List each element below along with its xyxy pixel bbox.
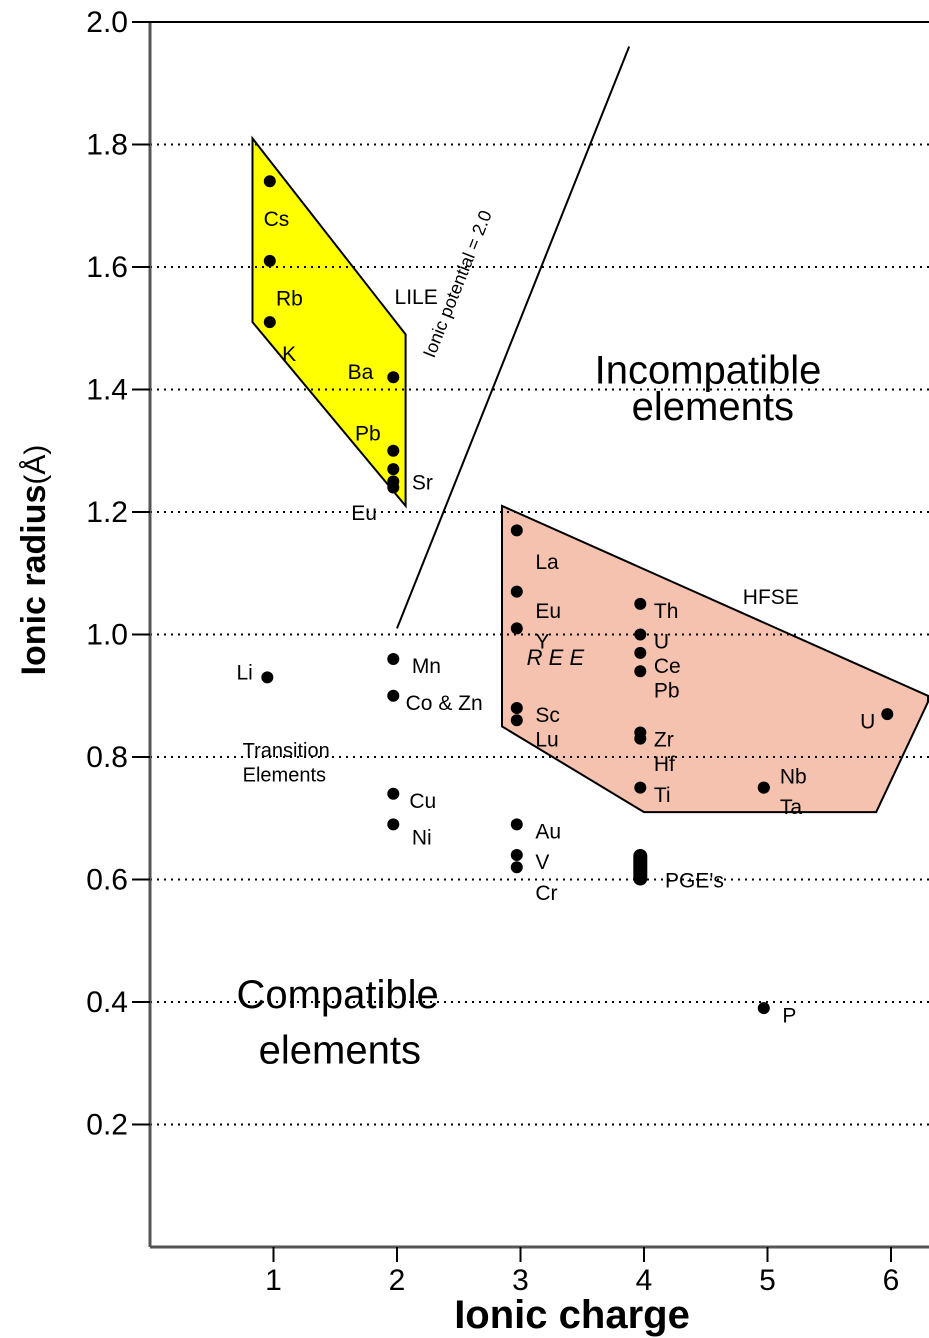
x-axis-title: Ionic charge (454, 1293, 690, 1337)
data-point (387, 788, 399, 800)
data-point (634, 647, 646, 659)
region-label-hfse: HFSE (743, 586, 799, 609)
point-label: Ta (780, 796, 803, 819)
data-point (264, 316, 276, 328)
point-label: Pb (355, 422, 381, 445)
data-point (511, 586, 523, 598)
y-tick-label: 1.2 (86, 496, 128, 529)
point-label: Cr (535, 882, 557, 905)
point-label: U (860, 710, 875, 733)
annotation-text: R E E (527, 645, 585, 670)
data-point (387, 690, 399, 702)
data-point (387, 818, 399, 830)
data-point (511, 818, 523, 830)
data-point (387, 445, 399, 457)
data-point (881, 708, 893, 720)
data-point (511, 702, 523, 714)
annotation-text: elements (259, 1028, 421, 1072)
data-point (387, 371, 399, 383)
point-label: Nb (780, 765, 807, 788)
data-point (264, 255, 276, 267)
point-label: Mn (412, 655, 441, 678)
point-label: Eu (351, 502, 377, 525)
point-label: Ba (348, 361, 374, 384)
annotation-text: Transition (243, 740, 330, 762)
x-tick-label: 1 (265, 1264, 282, 1297)
point-label: Rb (276, 288, 303, 311)
point-label: K (282, 343, 296, 366)
point-label: Co & Zn (406, 692, 483, 715)
y-tick-label: 0.8 (86, 741, 128, 774)
annotation-text: elements (632, 385, 794, 429)
point-label: Sc (535, 704, 560, 727)
x-tick-label: 5 (759, 1264, 776, 1297)
point-label: Cu (409, 790, 436, 813)
point-label: Li (236, 661, 252, 684)
annotation-text: Elements (243, 765, 326, 787)
point-label: Ce (654, 655, 681, 678)
data-point (511, 849, 523, 861)
y-tick-label: 1.4 (86, 374, 128, 407)
point-label: Lu (535, 729, 558, 752)
data-point (387, 653, 399, 665)
y-tick-label: 2.0 (86, 6, 128, 39)
x-tick-label: 6 (883, 1264, 900, 1297)
y-tick-label: 0.4 (86, 986, 128, 1019)
point-label: La (535, 551, 559, 574)
y-axis-title: Ionic radius(Å) (15, 445, 53, 676)
regions: LILE HFSE (253, 138, 929, 812)
data-point (634, 733, 646, 745)
data-point (758, 1002, 770, 1014)
point-label: Pb (654, 680, 680, 703)
data-point (511, 714, 523, 726)
data-point (634, 598, 646, 610)
data-point (634, 782, 646, 794)
y-tick-label: 0.6 (86, 864, 128, 897)
point-label: Cs (264, 208, 290, 231)
y-axis-title-main: Ionic radius (15, 485, 53, 676)
point-label: V (535, 851, 549, 874)
point-label: PGE's (665, 870, 724, 893)
point-label: Th (654, 600, 679, 623)
y-tick-label: 1.8 (86, 129, 128, 162)
point-label: Eu (535, 600, 561, 623)
data-point (634, 665, 646, 677)
point-label: Ni (412, 827, 432, 850)
data-point (387, 482, 399, 494)
y-axis-title-unit: (Å) (19, 445, 52, 485)
point-label: Au (535, 821, 561, 844)
x-tick-label: 2 (389, 1264, 406, 1297)
data-point (511, 861, 523, 873)
data-point (261, 671, 273, 683)
data-point (264, 175, 276, 187)
y-tick-label: 1.0 (86, 619, 128, 652)
point-label: P (782, 1004, 796, 1027)
y-tick-label: 0.2 (86, 1109, 128, 1142)
annotation-text: Compatible (236, 973, 438, 1017)
point-label: Ti (654, 784, 671, 807)
point-label: Zr (654, 729, 674, 752)
region-label-lile: LILE (395, 286, 438, 309)
data-point (511, 622, 523, 634)
point-label: Sr (412, 471, 433, 494)
data-point (511, 524, 523, 536)
ionic-potential-label: Ionic potential = 2.0 (419, 207, 496, 360)
y-tick-label: 1.6 (86, 251, 128, 284)
data-point (387, 463, 399, 475)
point-label: Hf (654, 753, 675, 776)
data-point (634, 629, 646, 641)
data-point (758, 782, 770, 794)
point-label: U (654, 631, 669, 654)
pge-cluster (633, 849, 647, 886)
